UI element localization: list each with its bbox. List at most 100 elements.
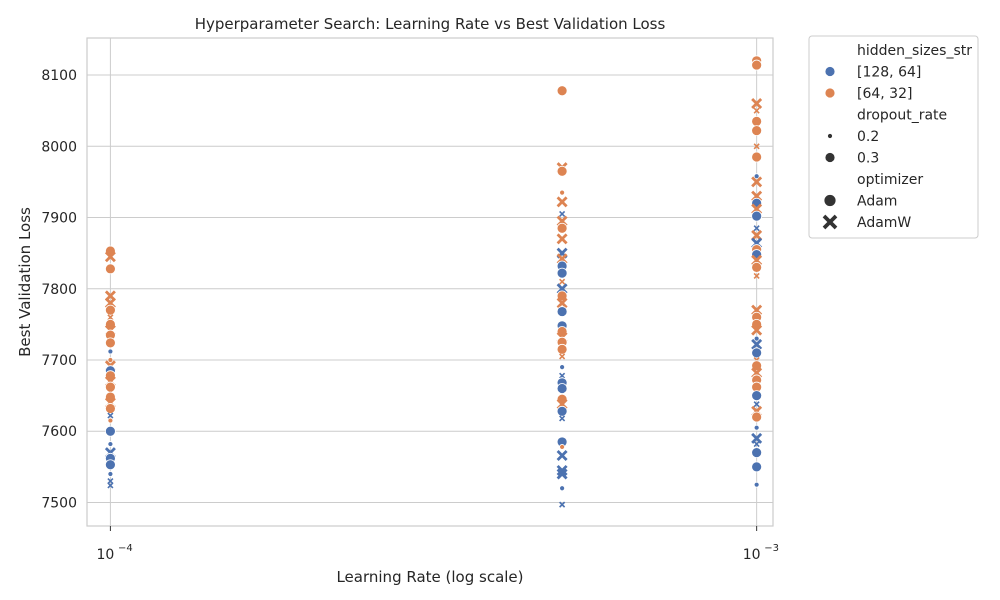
data-point [107, 482, 114, 489]
data-point [107, 357, 114, 363]
data-point [105, 337, 116, 349]
legend-group-title: hidden_sizes_str [857, 43, 972, 59]
legend-entry-label: AdamW [857, 215, 911, 231]
data-point [751, 261, 763, 273]
data-point [107, 441, 114, 447]
data-point [105, 304, 116, 316]
data-point [751, 176, 763, 188]
data-point [559, 444, 566, 450]
data-point [751, 461, 763, 473]
data-point [753, 424, 760, 431]
y-tick-label: 7700 [41, 353, 77, 369]
data-point [556, 290, 568, 302]
data-point [559, 364, 566, 371]
legend-group-title: optimizer [857, 172, 923, 188]
data-point [751, 390, 763, 402]
chart-title: Hyperparameter Search: Learning Rate vs … [195, 15, 666, 33]
data-point [556, 464, 568, 476]
legend-entry-label: 0.3 [857, 151, 879, 167]
data-point [753, 173, 760, 180]
y-tick-label: 7500 [41, 495, 77, 511]
x-tick-exponent: −4 [118, 543, 133, 554]
y-tick-label: 7900 [41, 211, 77, 227]
x-tick-labels: 10 −4 10 −3 [96, 526, 779, 563]
data-point [556, 233, 568, 245]
data-point [105, 459, 116, 471]
legend-entry-label: [64, 32] [857, 86, 912, 102]
data-point [556, 267, 568, 279]
y-tick-label: 8100 [41, 68, 77, 84]
data-point [751, 347, 763, 359]
data-point [751, 59, 763, 71]
data-point [751, 338, 763, 350]
data-point [753, 401, 760, 408]
data-point [104, 251, 116, 263]
data-point [105, 425, 116, 437]
data-point [559, 210, 566, 218]
data-point [753, 272, 760, 280]
data-point [751, 324, 763, 336]
data-point [107, 412, 114, 419]
legend-marker [822, 214, 838, 230]
data-point [556, 343, 568, 355]
x-tick-exponent: −3 [764, 543, 779, 554]
y-tick-label: 7800 [41, 282, 77, 298]
data-point [559, 415, 566, 422]
data-point [556, 468, 568, 480]
data-point [107, 348, 114, 355]
legend: hidden_sizes_str [128, 64] [64, 32] dropout… [808, 35, 979, 239]
data-point [751, 447, 763, 459]
data-point [753, 441, 760, 448]
data-point [751, 125, 763, 137]
data-point [753, 143, 760, 150]
legend-entry-label: Adam [857, 194, 897, 210]
data-point [751, 432, 763, 444]
data-point [105, 381, 116, 393]
data-point [556, 297, 568, 309]
y-axis-label: Best Validation Loss [16, 207, 34, 357]
data-point [556, 306, 568, 317]
data-point [753, 335, 760, 342]
data-point [751, 151, 763, 163]
data-point [753, 107, 760, 114]
legend-marker [827, 133, 833, 139]
data-point [751, 98, 763, 110]
legend-marker [824, 87, 836, 99]
x-tick-label: 10 [96, 547, 114, 563]
data-point [556, 405, 568, 417]
data-point [107, 417, 114, 424]
plot-area [86, 37, 774, 527]
y-tick-label: 7600 [41, 424, 77, 440]
x-tick-label: 10 [743, 547, 761, 563]
data-point [753, 225, 760, 232]
data-point [556, 165, 568, 177]
legend-marker [824, 152, 836, 163]
data-point [556, 449, 568, 461]
data-point [556, 383, 568, 394]
legend-marker [824, 66, 836, 77]
data-point [751, 360, 763, 372]
data-point [556, 222, 568, 234]
data-point [107, 471, 114, 477]
data-point [559, 189, 566, 196]
x-axis-label: Learning Rate (log scale) [336, 568, 523, 586]
legend-box [808, 35, 979, 239]
y-tick-label: 8000 [41, 139, 77, 155]
data-point [556, 85, 568, 97]
data-point [751, 210, 763, 222]
data-point [559, 353, 566, 360]
legend-marker [823, 194, 837, 207]
data-point [107, 314, 114, 321]
data-point [751, 115, 763, 127]
data-point [556, 196, 568, 208]
y-tick-labels: 7500 7600 7700 7800 7900 8000 8100 [41, 68, 77, 511]
data-point [105, 263, 116, 275]
data-point [751, 411, 763, 423]
data-points [104, 55, 763, 508]
data-point [559, 372, 566, 379]
data-point [559, 278, 566, 285]
legend-entry-label: [128, 64] [857, 65, 921, 81]
data-point [753, 481, 760, 488]
legend-group-title: dropout_rate [857, 108, 947, 124]
